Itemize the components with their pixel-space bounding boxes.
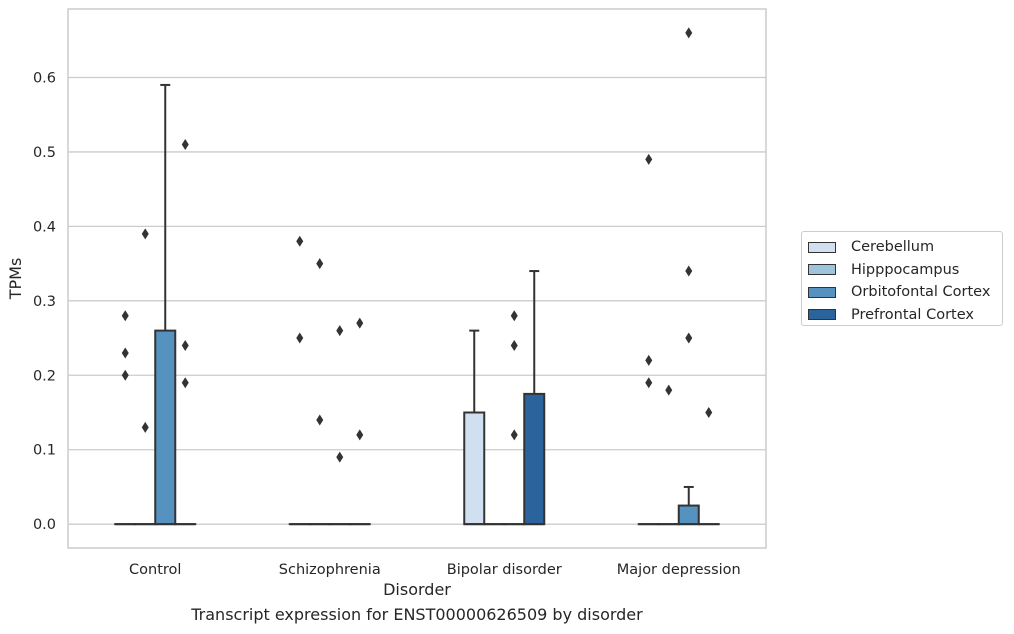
outlier-point [510, 429, 518, 441]
y-tick-label: 0.2 [33, 368, 56, 384]
outlier-point [296, 332, 304, 344]
outlier-point [316, 414, 324, 426]
legend: Cerebellum Hipppocampus Orbitofontal Cor… [801, 231, 1003, 326]
y-tick-labels: 0.0 0.1 0.2 0.3 0.4 0.5 0.6 [33, 70, 56, 533]
legend-label: Prefrontal Cortex [851, 306, 974, 323]
legend-swatch-prefrontal-cortex [808, 309, 836, 321]
outlier-point [356, 317, 364, 329]
y-axis-label: TPMs [6, 258, 25, 301]
legend-swatch-orbitofrontal-cortex [808, 286, 836, 298]
y-tick-label: 0.6 [33, 70, 56, 86]
outlier-point [645, 153, 653, 165]
outlier-point [296, 235, 304, 247]
outlier-point [645, 377, 653, 389]
outlier-point [141, 228, 149, 240]
legend-item-cerebellum: Cerebellum [808, 236, 1002, 259]
outlier-point [336, 325, 344, 337]
y-tick-label: 0.1 [33, 443, 56, 459]
outlier-point [510, 340, 518, 352]
box [677, 504, 700, 526]
y-tick-label: 0.0 [33, 517, 56, 533]
outlier-point [121, 369, 129, 381]
box [463, 411, 486, 526]
outlier-point [316, 258, 324, 270]
x-axis-label: Disorder [383, 580, 451, 599]
outlier-point [181, 377, 189, 389]
outlier-point [181, 138, 189, 150]
outlier-point [705, 407, 713, 419]
legend-swatch-cerebellum [808, 241, 836, 253]
y-tick-label: 0.4 [33, 219, 56, 235]
plot-frame [67, 8, 767, 549]
outlier-point [685, 27, 693, 39]
outlier-point [356, 429, 364, 441]
legend-label: Cerebellum [851, 239, 935, 256]
outlier-point [510, 310, 518, 322]
box [523, 392, 546, 526]
legend-label: Orbitofontal Cortex [851, 284, 991, 301]
outliers [121, 27, 713, 463]
legend-label: Hipppocampus [851, 261, 960, 278]
x-tick-label: Major depression [617, 562, 741, 578]
outlier-point [685, 265, 693, 277]
legend-swatch-hippocampus [808, 264, 836, 276]
x-tick-label: Bipolar disorder [447, 562, 562, 578]
outlier-point [181, 340, 189, 352]
figure-caption: Transcript expression for ENST0000062650… [191, 605, 643, 624]
outlier-point [141, 421, 149, 433]
y-tick-label: 0.3 [33, 294, 56, 310]
outlier-point [121, 347, 129, 359]
legend-item-prefrontal-cortex: Prefrontal Cortex [808, 304, 1002, 327]
boxes [114, 83, 720, 526]
grid-lines [68, 76, 766, 525]
outlier-point [121, 310, 129, 322]
outlier-point [336, 451, 344, 463]
box [154, 329, 177, 526]
x-tick-label: Schizophrenia [279, 562, 381, 578]
y-tick-label: 0.5 [33, 145, 56, 161]
x-tick-label: Control [129, 562, 181, 578]
outlier-point [665, 384, 673, 396]
outlier-point [685, 332, 693, 344]
legend-item-orbitofrontal-cortex: Orbitofontal Cortex [808, 281, 1002, 304]
outlier-point [645, 354, 653, 366]
legend-item-hippocampus: Hipppocampus [808, 259, 1002, 282]
x-tick-labels: Control Schizophrenia Bipolar disorder Majo… [129, 562, 741, 578]
